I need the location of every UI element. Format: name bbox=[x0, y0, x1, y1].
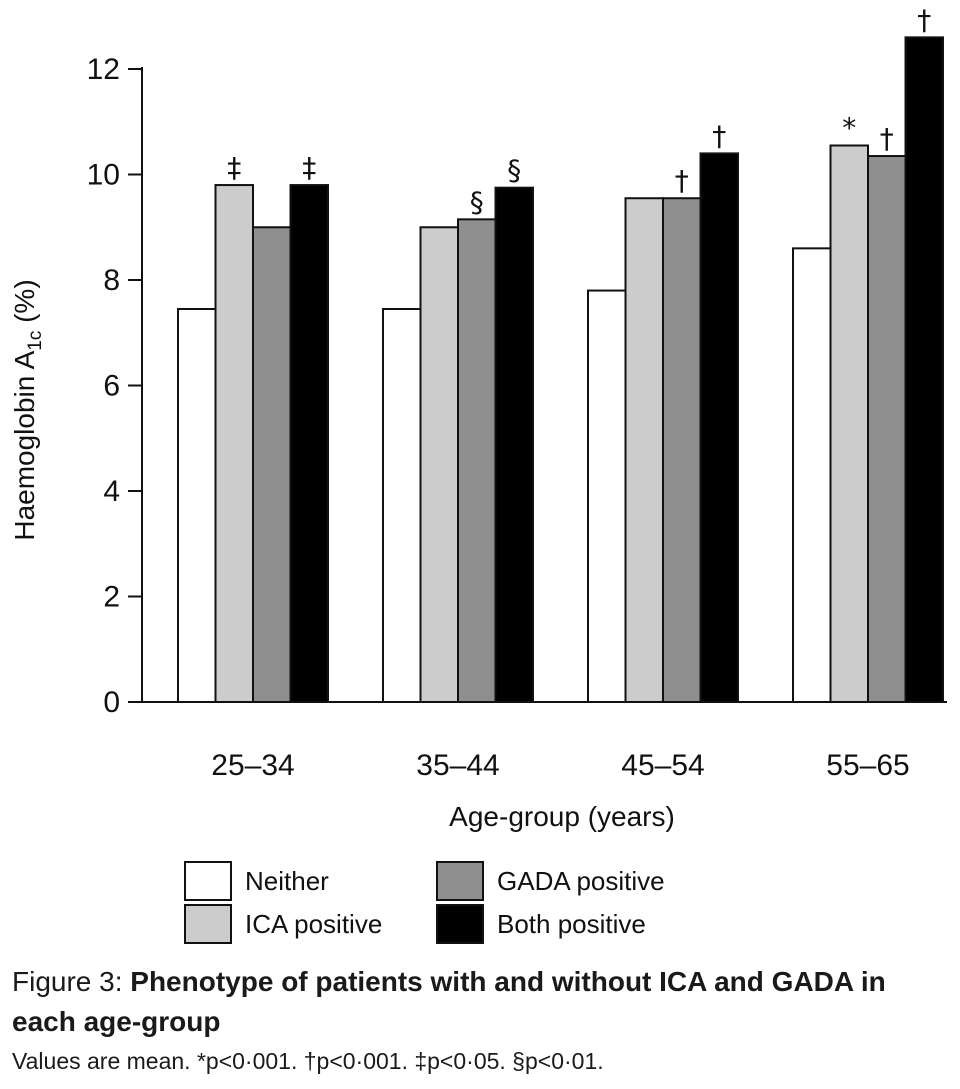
legend-swatch bbox=[184, 904, 232, 944]
significance-mark: † bbox=[880, 122, 894, 155]
y-tick-label: 2 bbox=[103, 581, 120, 614]
bar-ica-positive-35–44 bbox=[419, 226, 459, 703]
legend-item-ica-positive: ICA positive bbox=[184, 904, 382, 944]
x-tick-label: 35–44 bbox=[416, 749, 499, 782]
bars: ‡ * § † † ‡ § † † bbox=[142, 3, 947, 704]
figure-caption: Figure 3: Phenotype of patients with and… bbox=[12, 962, 952, 1078]
y-tick-label: 6 bbox=[103, 370, 120, 403]
bar-neither-55–65 bbox=[792, 247, 832, 703]
legend-swatch bbox=[184, 861, 232, 901]
caption-figure-number: Figure 3: bbox=[12, 966, 131, 997]
bar-gada-positive-25–34 bbox=[252, 226, 292, 703]
significance-mark: § bbox=[507, 154, 521, 187]
legend-label: GADA positive bbox=[497, 866, 665, 896]
legend-item-both-positive: Both positive bbox=[436, 904, 646, 944]
x-axis-title: Age-group (years) bbox=[449, 801, 675, 832]
y-axis-title: Haemoglobin A1c (%) bbox=[9, 279, 46, 540]
y-axis: 0 2 4 6 8 10 12 bbox=[87, 53, 143, 719]
caption-note: Values are mean. *p<0·001. †p<0·001. ‡p<… bbox=[12, 1048, 604, 1074]
bar-neither-45–54 bbox=[587, 289, 627, 703]
legend-item-gada-positive: GADA positive bbox=[436, 861, 665, 901]
significance-mark: † bbox=[712, 119, 726, 152]
bar-both-positive-25–34 bbox=[289, 184, 329, 704]
x-tick-label: 25–34 bbox=[211, 749, 294, 782]
bar-ica-positive-45–54 bbox=[624, 197, 664, 704]
legend-label: ICA positive bbox=[245, 909, 382, 939]
y-tick-label: 0 bbox=[103, 686, 120, 719]
y-tick-label: 12 bbox=[87, 53, 120, 86]
legend-label: Both positive bbox=[497, 909, 646, 939]
legend: Neither ICA positive GADA positive Both pos… bbox=[184, 861, 665, 944]
caption-title: Phenotype of patients with and without I… bbox=[12, 966, 886, 1037]
bar-both-positive-55–65 bbox=[904, 36, 944, 704]
legend-item-neither: Neither bbox=[184, 861, 329, 901]
significance-mark: § bbox=[470, 185, 484, 218]
bar-ica-positive-25–34 bbox=[214, 184, 254, 704]
significance-mark: ‡ bbox=[227, 151, 241, 184]
significance-mark: † bbox=[917, 3, 931, 36]
significance-mark: * bbox=[842, 111, 856, 144]
legend-label: Neither bbox=[245, 866, 329, 896]
x-tick-label: 45–54 bbox=[621, 749, 704, 782]
bar-gada-positive-55–65 bbox=[867, 155, 907, 704]
legend-swatch bbox=[436, 861, 484, 901]
bar-both-positive-35–44 bbox=[494, 186, 534, 703]
bar-both-positive-45–54 bbox=[699, 152, 739, 703]
y-tick-label: 8 bbox=[103, 264, 120, 297]
y-axis-title-subscript: 1c bbox=[25, 331, 46, 351]
legend-swatch bbox=[436, 904, 484, 944]
bar-ica-positive-55–65 bbox=[829, 144, 869, 704]
y-tick-label: 10 bbox=[87, 159, 120, 192]
x-axis: 25–34 35–44 45–54 55–65 bbox=[211, 749, 909, 782]
y-tick-label: 4 bbox=[103, 475, 120, 508]
bar-chart: 0 2 4 6 8 10 12 ‡ * § † † ‡ § † † 25–34 35–44 45–54 55–65… bbox=[9, 3, 947, 944]
bar-neither-35–44 bbox=[382, 308, 422, 703]
x-tick-label: 55–65 bbox=[826, 749, 909, 782]
bar-neither-25–34 bbox=[177, 308, 217, 703]
significance-mark: ‡ bbox=[302, 151, 316, 184]
bar-gada-positive-35–44 bbox=[457, 218, 497, 703]
caption-heading: Figure 3: Phenotype of patients with and… bbox=[12, 962, 952, 1042]
significance-mark: † bbox=[675, 164, 689, 197]
bar-gada-positive-45–54 bbox=[662, 197, 702, 704]
